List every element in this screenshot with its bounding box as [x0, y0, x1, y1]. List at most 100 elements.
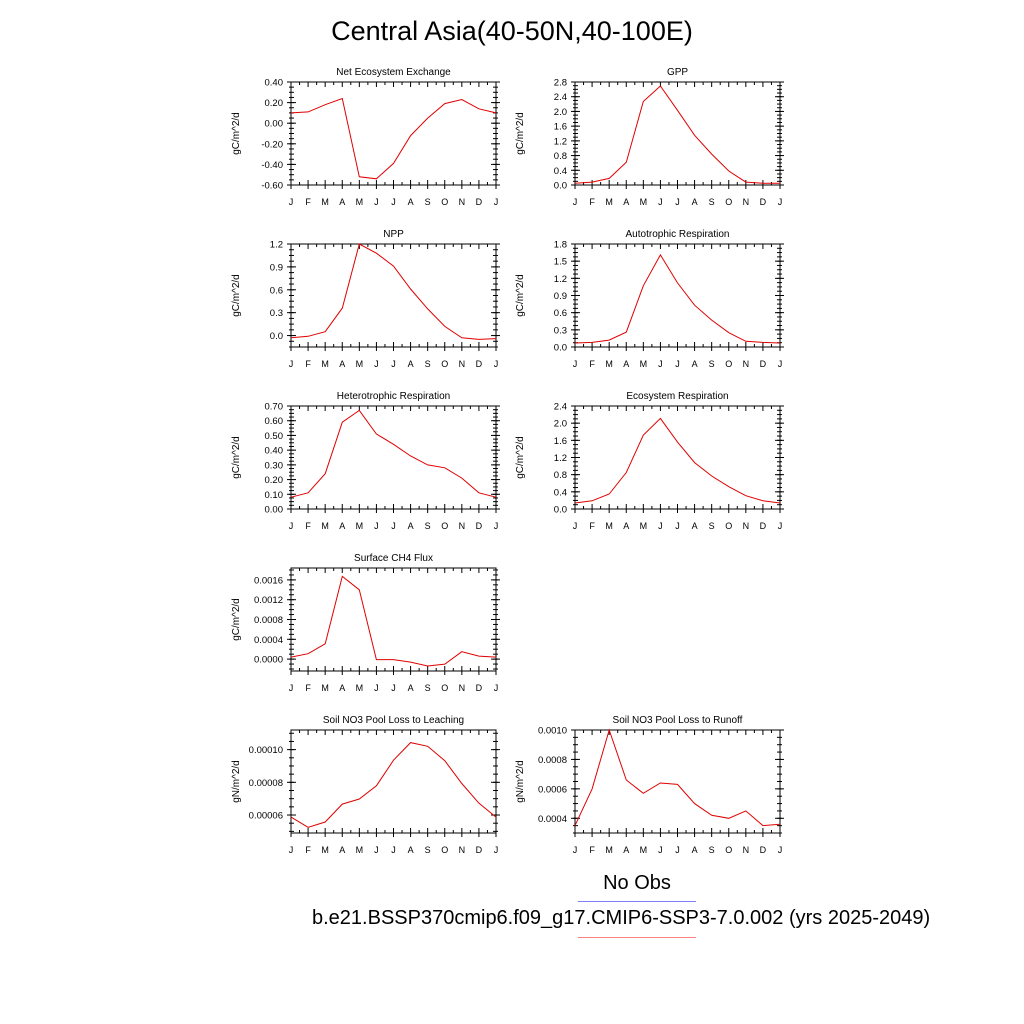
- x-tick-label: J: [573, 521, 578, 531]
- y-tick-label: 0.0000: [254, 655, 283, 666]
- x-tick-label: M: [640, 197, 648, 207]
- x-tick-label: J: [658, 845, 663, 855]
- series-line: [574, 253, 781, 344]
- x-tick-label: A: [408, 359, 414, 369]
- y-tick-label: 0.0: [270, 331, 283, 342]
- y-axis-label: gC/m^2/d: [231, 274, 242, 317]
- x-tick-label: A: [408, 197, 414, 207]
- x-tick-label: M: [605, 845, 613, 855]
- y-tick-label: 0.0006: [538, 784, 567, 795]
- y-tick-label: 0.8: [554, 151, 567, 162]
- y-axis-label: gC/m^2/d: [231, 598, 242, 641]
- y-axis-label: gN/m^2/d: [231, 760, 242, 803]
- x-tick-label: J: [675, 197, 680, 207]
- panel-title: Autotrophic Respiration: [626, 229, 730, 240]
- x-tick-label: S: [425, 683, 431, 693]
- x-tick-label: F: [589, 359, 595, 369]
- panel-title: Soil NO3 Pool Loss to Runoff: [613, 715, 743, 726]
- x-tick-label: S: [425, 845, 431, 855]
- y-tick-label: 0.60: [265, 416, 284, 427]
- x-tick-label: J: [573, 845, 578, 855]
- x-tick-label: D: [760, 359, 767, 369]
- x-tick-label: O: [725, 521, 732, 531]
- series-line: [574, 85, 780, 184]
- y-tick-label: 0.40: [265, 78, 284, 89]
- y-axis-label: gN/m^2/d: [515, 760, 526, 803]
- x-tick-label: O: [441, 359, 448, 369]
- x-tick-label: M: [321, 197, 329, 207]
- y-axis-label: gC/m^2/d: [515, 112, 526, 155]
- y-tick-label: 1.8: [554, 240, 567, 251]
- y-axis-label: gC/m^2/d: [515, 436, 526, 479]
- x-tick-label: J: [289, 845, 294, 855]
- y-tick-label: 0.8: [554, 470, 567, 481]
- y-tick-label: 1.2: [554, 453, 567, 464]
- x-tick-label: O: [441, 197, 448, 207]
- y-tick-label: 0.0010: [538, 726, 567, 737]
- x-tick-label: J: [494, 683, 499, 693]
- x-tick-label: J: [374, 359, 379, 369]
- y-tick-label: 0.00: [265, 119, 284, 130]
- x-tick-label: N: [459, 683, 466, 693]
- y-tick-label: -0.60: [261, 181, 283, 192]
- x-tick-label: N: [743, 359, 750, 369]
- y-tick-label: 0.4: [554, 487, 567, 498]
- y-tick-label: 0.9: [554, 291, 567, 302]
- x-tick-label: A: [339, 683, 345, 693]
- y-tick-label: 1.2: [554, 136, 567, 147]
- y-tick-label: 0.00010: [249, 745, 283, 756]
- y-tick-label: 1.2: [270, 240, 283, 251]
- x-tick-label: A: [692, 521, 698, 531]
- x-tick-label: S: [425, 359, 431, 369]
- y-tick-label: 0.0: [554, 505, 567, 516]
- x-tick-label: J: [374, 845, 379, 855]
- x-tick-label: J: [658, 197, 663, 207]
- y-tick-label: -0.40: [261, 160, 283, 171]
- y-tick-label: 0.70: [265, 402, 284, 413]
- panel-title: Ecosystem Respiration: [626, 391, 728, 402]
- x-tick-label: N: [743, 521, 750, 531]
- x-tick-label: A: [408, 845, 414, 855]
- y-tick-label: 0.00006: [249, 811, 283, 822]
- x-tick-label: D: [476, 521, 483, 531]
- y-tick-label: 0.0016: [254, 575, 283, 586]
- series-line: [290, 575, 497, 667]
- x-tick-label: J: [494, 521, 499, 531]
- x-tick-label: F: [305, 845, 311, 855]
- y-tick-label: 0.20: [265, 475, 284, 486]
- y-tick-label: 0.0008: [538, 755, 567, 766]
- x-tick-label: A: [692, 359, 698, 369]
- x-tick-label: J: [289, 521, 294, 531]
- x-tick-label: J: [494, 197, 499, 207]
- x-tick-label: F: [305, 521, 311, 531]
- legend-case-line: [578, 937, 696, 938]
- y-tick-label: 0.30: [265, 460, 284, 471]
- x-tick-label: D: [760, 845, 767, 855]
- x-tick-label: D: [760, 521, 767, 531]
- panel-title: Net Ecosystem Exchange: [336, 67, 451, 78]
- x-tick-label: S: [425, 521, 431, 531]
- x-tick-label: O: [441, 521, 448, 531]
- y-tick-label: 2.4: [554, 402, 567, 413]
- y-tick-label: 0.6: [270, 285, 283, 296]
- x-tick-label: J: [494, 359, 499, 369]
- x-tick-label: M: [321, 683, 329, 693]
- x-tick-label: M: [640, 845, 648, 855]
- x-tick-label: A: [339, 359, 345, 369]
- x-tick-label: N: [459, 359, 466, 369]
- y-tick-label: 0.50: [265, 431, 284, 442]
- x-tick-label: M: [356, 359, 364, 369]
- y-tick-label: 1.5: [554, 257, 567, 268]
- y-tick-label: 0.3: [554, 325, 567, 336]
- y-tick-label: 0.0008: [254, 615, 283, 626]
- y-tick-label: 1.2: [554, 274, 567, 285]
- x-tick-label: N: [743, 845, 750, 855]
- y-tick-label: 0.4: [554, 166, 567, 177]
- y-axis-label: gC/m^2/d: [231, 436, 242, 479]
- page-title: Central Asia(40-50N,40-100E): [331, 16, 693, 46]
